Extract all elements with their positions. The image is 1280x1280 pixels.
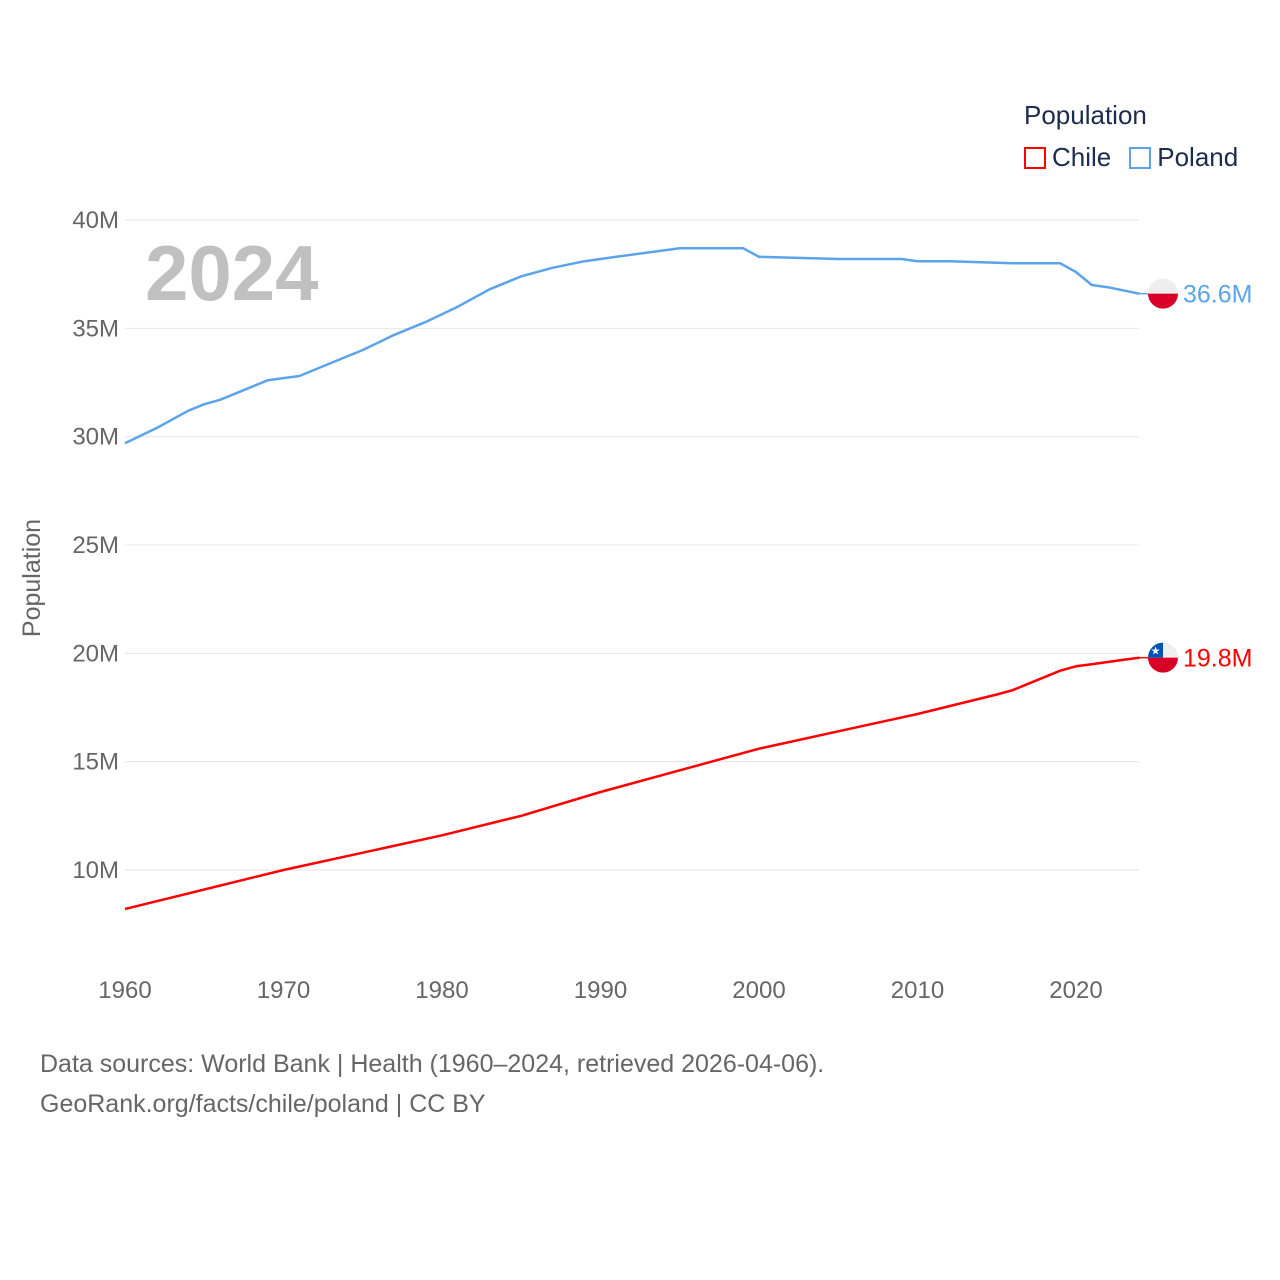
legend-title: Population (1024, 100, 1147, 130)
legend: Chile Poland (1024, 142, 1238, 173)
y-tick-label: 15M (72, 749, 119, 776)
x-tick-label: 2000 (732, 977, 785, 1004)
end-label-poland: 36.6M (1183, 281, 1252, 309)
x-tick-label: 1980 (415, 977, 468, 1004)
legend-swatch-chile (1024, 146, 1046, 169)
series-line-chile (124, 656, 1140, 911)
y-axis-label: Population (18, 519, 46, 637)
legend-label-chile: Chile (1052, 142, 1112, 172)
legend-label-poland: Poland (1157, 142, 1239, 172)
year-overlay: 2024 (145, 229, 319, 317)
x-tick-label: 2010 (891, 977, 944, 1004)
footer-link[interactable]: GeoRank.org/facts/chile/poland | CC BY (40, 1090, 486, 1118)
y-tick-label: 20M (72, 640, 119, 667)
legend-item-chile[interactable]: Chile (1024, 142, 1111, 173)
y-tick-label: 10M (72, 857, 119, 884)
y-tick-label: 35M (72, 315, 119, 342)
poland-flag-icon (1148, 278, 1178, 309)
y-tick-label: 30M (72, 424, 119, 451)
legend-item-poland[interactable]: Poland (1129, 142, 1238, 173)
legend-swatch-poland (1129, 146, 1152, 169)
chile-flag-icon: ★ (1148, 642, 1178, 673)
footer: Data sources: World Bank | Health (1960–… (40, 1044, 824, 1124)
series-line-poland (124, 246, 1140, 445)
y-tick-label: 40M (72, 207, 119, 234)
end-label-chile: 19.8M (1183, 645, 1252, 673)
x-tick-label: 1960 (98, 977, 151, 1004)
svg-text:★: ★ (1151, 646, 1161, 658)
footer-sources: Data sources: World Bank | Health (1960–… (40, 1050, 825, 1078)
x-tick-label: 2020 (1049, 977, 1102, 1004)
y-tick-label: 25M (72, 532, 119, 559)
x-tick-label: 1970 (257, 977, 310, 1004)
x-tick-label: 1990 (574, 977, 627, 1004)
